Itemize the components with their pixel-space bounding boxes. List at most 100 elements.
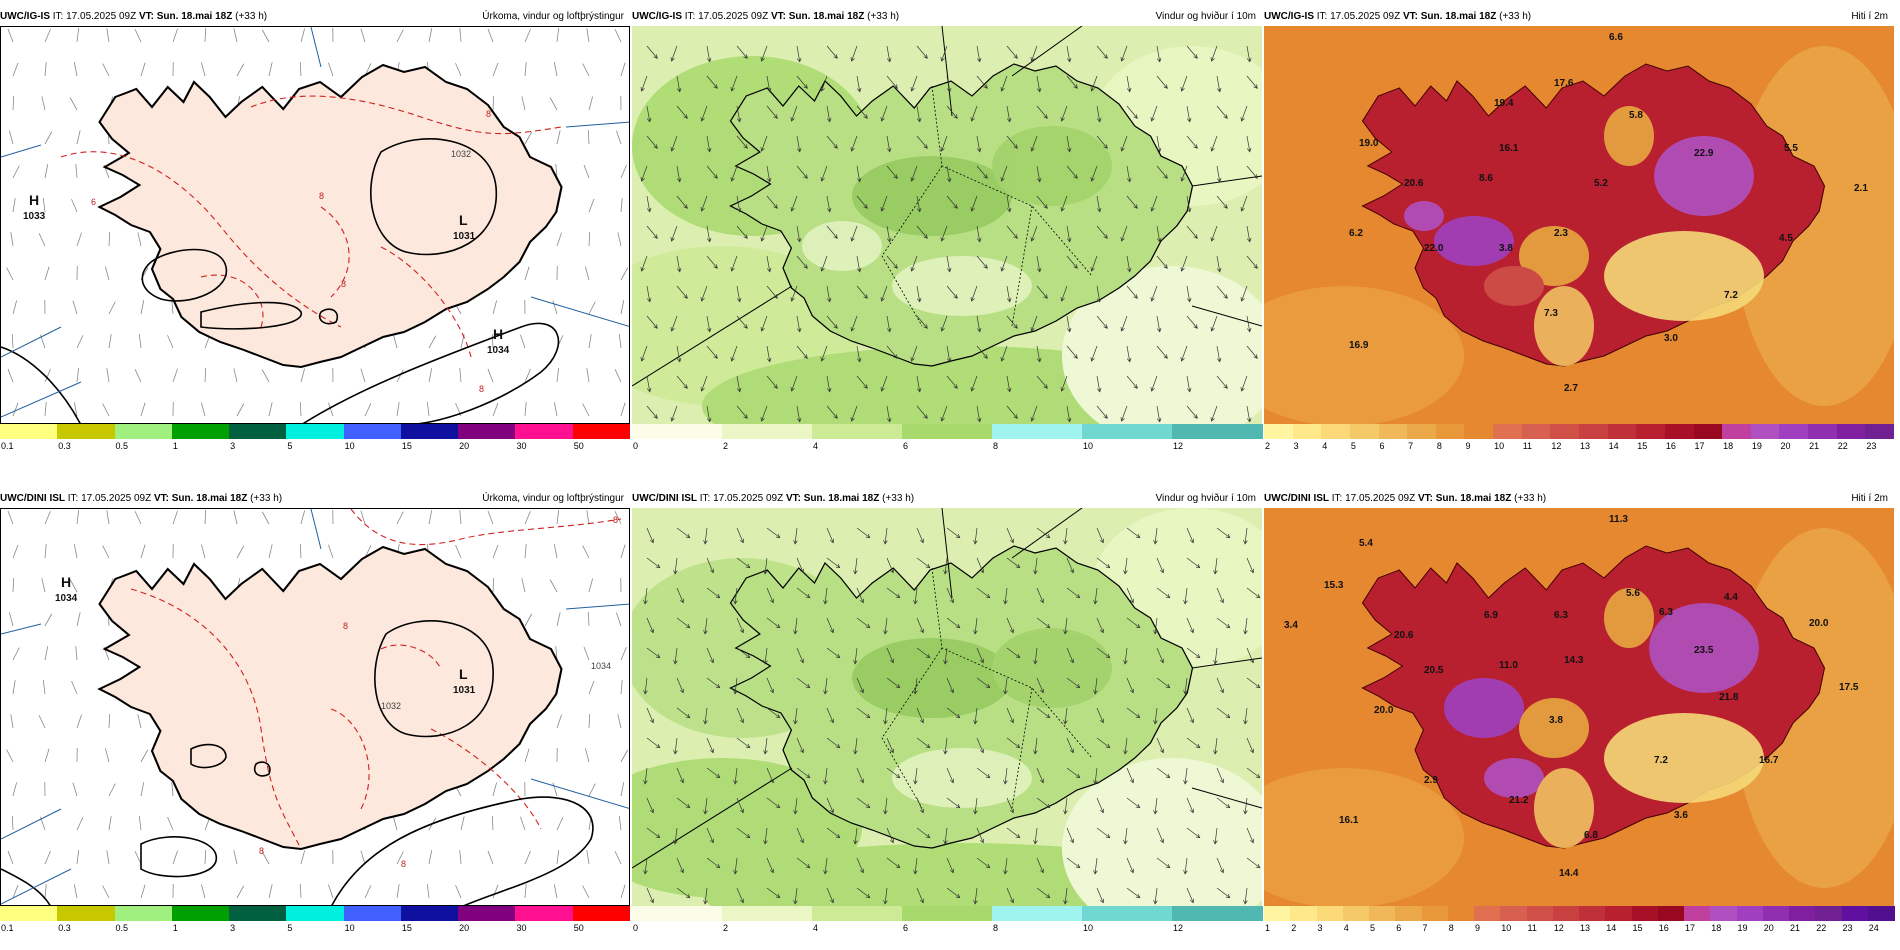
wind-arrow — [1216, 707, 1231, 719]
wind-barb — [12, 544, 19, 559]
colorbar-segment — [229, 906, 287, 921]
colorbar-segment — [722, 424, 813, 439]
colorbar-segment — [1292, 424, 1322, 439]
wind-barb — [492, 544, 499, 559]
wind-barb — [588, 301, 596, 315]
wind-arrow — [886, 647, 894, 664]
wind-barb — [134, 29, 142, 43]
colorbar-segment — [1082, 424, 1173, 439]
wind-barb — [261, 511, 270, 525]
wind-arrow — [736, 737, 751, 749]
colorbar-tick-label: 13 — [1580, 441, 1591, 451]
colorbar-tick-label: 13 — [1580, 923, 1591, 933]
wind-barb — [556, 232, 562, 247]
temperature-label: 17.6 — [1554, 78, 1574, 89]
wind-arrow — [910, 255, 918, 272]
colorbar-segment — [632, 906, 723, 921]
colorbar-segment — [1605, 906, 1632, 921]
wind-barb — [6, 267, 14, 281]
temperature-label: 3.4 — [1284, 620, 1298, 631]
wind-barb — [520, 816, 526, 831]
temperature-label: 6.6 — [1609, 32, 1623, 43]
colorbar-tick-label: 0.1 — [1, 441, 14, 451]
wind-arrow — [1186, 797, 1194, 814]
wind-arrow — [706, 557, 714, 574]
colorbar-tick-label: 5 — [287, 441, 293, 451]
wind-arrow — [640, 345, 648, 362]
temperature-label: 21.8 — [1719, 692, 1739, 703]
wind-arrow — [1126, 797, 1141, 809]
wind-arrow — [970, 375, 978, 392]
wind-arrow — [886, 165, 898, 179]
vt-value: Sun. 18.mai 18Z — [788, 11, 865, 22]
wind-arrow — [1186, 617, 1194, 634]
wind-arrow — [1246, 345, 1258, 359]
wind-barb — [44, 646, 49, 661]
panel-dini-wind: UWC/DINI ISL IT: 17.05.2025 09Z VT: Sun.… — [632, 490, 1263, 940]
wind-arrows — [643, 527, 1261, 905]
wind-arrow — [766, 285, 778, 299]
colorbar-tick-label: 20 — [459, 923, 470, 933]
wind-barb — [552, 782, 558, 797]
wind-arrow — [940, 225, 948, 242]
wind-arrow — [1090, 255, 1098, 272]
wind-barb — [140, 300, 145, 315]
wind-barb — [172, 850, 178, 865]
wind-arrow — [826, 315, 838, 329]
wind-barb — [75, 164, 78, 179]
wind-arrow — [676, 285, 688, 299]
colorbar-segment — [1722, 424, 1752, 439]
wind-arrow — [946, 527, 961, 539]
wind-barb — [428, 850, 433, 865]
wind-barb — [620, 782, 625, 797]
wind-arrow — [946, 375, 958, 389]
wind-arrow — [703, 887, 708, 905]
wind-arrow — [1036, 375, 1048, 389]
wind-arrow — [973, 617, 978, 635]
wind-arrow — [670, 45, 678, 62]
wind-barb — [618, 816, 622, 831]
wind-barb — [428, 368, 433, 383]
wind-arrow — [823, 587, 828, 605]
colorbar-segment — [1526, 906, 1554, 921]
wind-arrow — [886, 827, 894, 844]
temperature-label: 3.6 — [1674, 810, 1688, 821]
wind-barb — [10, 714, 14, 729]
colorbar-segment — [1172, 906, 1263, 921]
wind-barb — [492, 62, 499, 77]
wind-arrow — [1006, 375, 1012, 393]
colorbar-tick-label: 18 — [1723, 441, 1734, 451]
colorbar-segment — [229, 424, 287, 439]
colorbar-segment — [1378, 424, 1408, 439]
colorbar-segment — [812, 424, 903, 439]
wind-barb — [582, 885, 590, 899]
wind-barb — [73, 402, 78, 417]
wind-barb — [108, 816, 112, 831]
wind-arrow — [1246, 647, 1254, 664]
temperature-label: 8.6 — [1479, 173, 1493, 184]
colorbar-segment — [1349, 424, 1380, 439]
wind-barb — [328, 884, 334, 899]
wind-arrow — [1180, 165, 1188, 182]
wind-arrow — [1246, 45, 1252, 63]
wind-arrow — [703, 527, 708, 545]
wind-arrow — [1240, 195, 1248, 212]
wind-arrow — [1246, 677, 1261, 689]
wind-arrow — [1096, 135, 1108, 149]
wind-arrow — [1210, 135, 1218, 152]
colorbar-tick-label: 15 — [1632, 923, 1643, 933]
wind-arrow — [706, 135, 712, 153]
wind-arrow — [1003, 677, 1008, 695]
wind-arrow — [823, 767, 828, 785]
wind-arrow — [1126, 587, 1134, 604]
wind-arrow — [1066, 135, 1072, 153]
wind-barb — [261, 851, 270, 865]
temp-map: 6.6 17.6 19.4 5.8 16.1 19.0 22.9 5.5 20.6 8.6 5.2 2… — [1264, 26, 1894, 424]
colorbar-segment — [1693, 424, 1723, 439]
temperature-label: 22.0 — [1424, 243, 1444, 254]
wind-arrow — [670, 405, 678, 422]
precip-contours — [130, 509, 622, 850]
wind-barb — [620, 300, 625, 315]
wind-arrow — [976, 225, 982, 243]
wind-barb — [360, 510, 366, 525]
